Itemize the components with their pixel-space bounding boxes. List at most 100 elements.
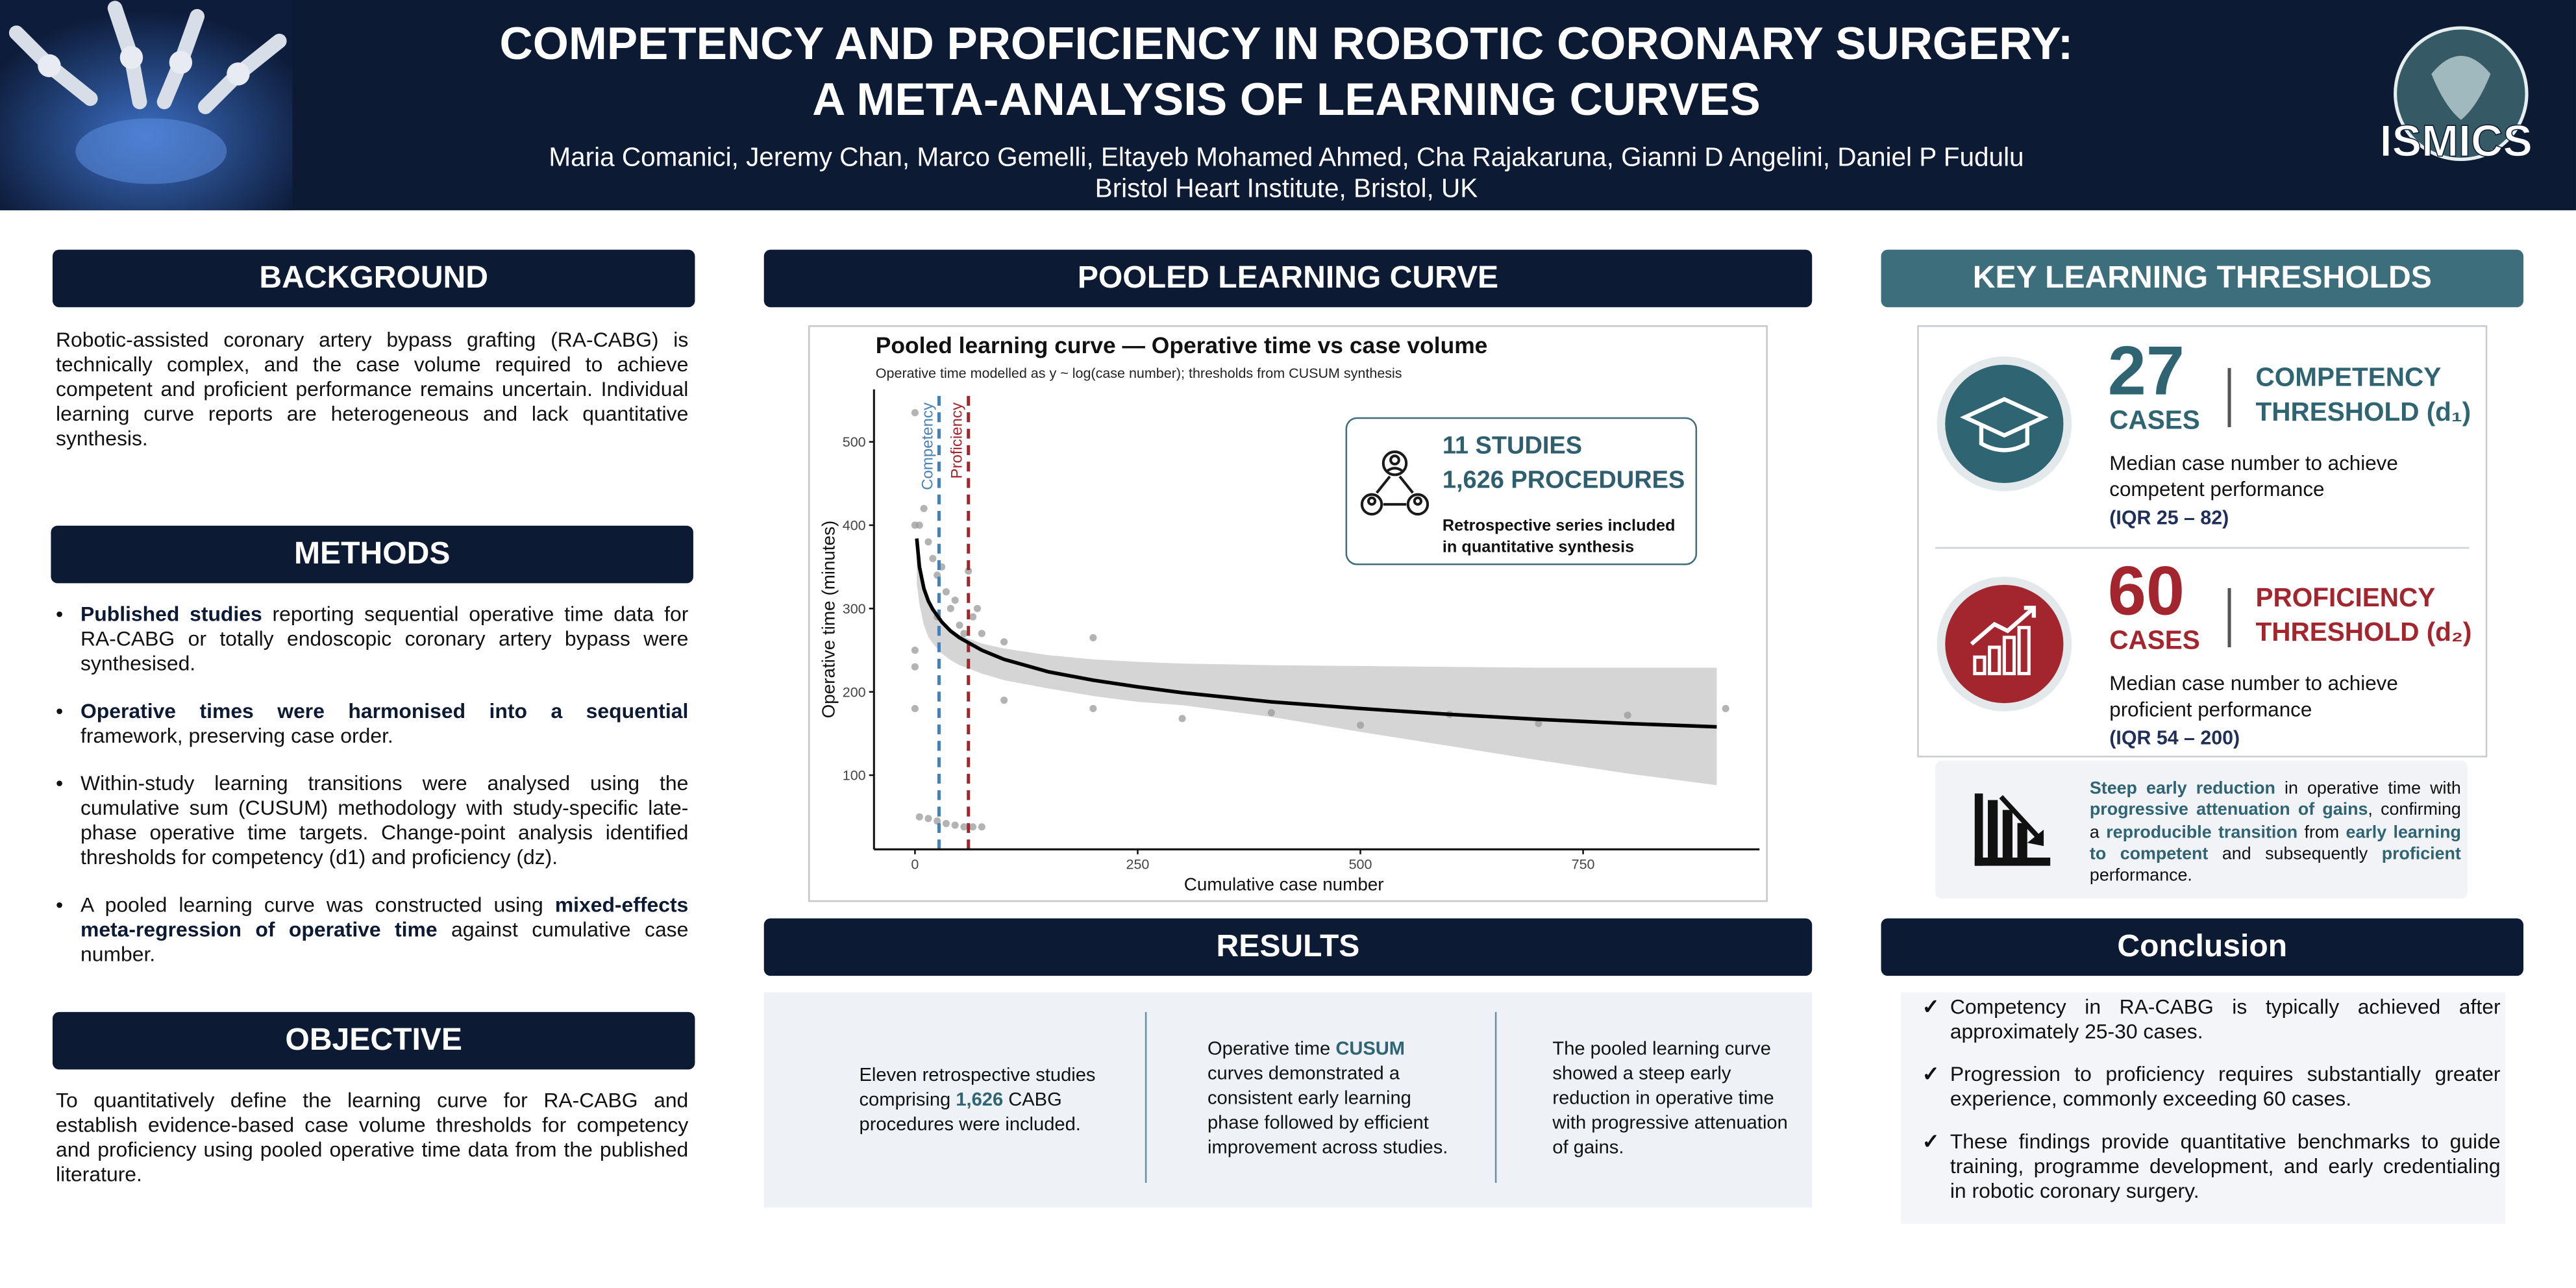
data-point [951,821,959,829]
data-point [934,817,941,825]
chart-subtitle: Operative time modelled as y ~ log(case … [876,365,1402,381]
y-tick-label: 400 [843,518,866,534]
methods-list: Published studies reporting sequential o… [53,603,688,991]
y-tick-label: 200 [843,684,866,700]
text-run: mixed-effects meta-regression of operati… [80,893,689,942]
section-heading: POOLED LEARNING CURVE [763,249,1813,308]
confidence-band [917,541,1717,786]
icon-bar [2017,626,2031,676]
header-image [0,0,293,210]
text-run: CUSUM [1335,1039,1406,1060]
threshold-label: Proficiency [948,402,966,479]
method-item: A pooled learning curve was constructed … [53,894,688,968]
threshold-icon [1937,576,2072,712]
text-run: proficient [2381,844,2461,864]
text-run: 1,626 [956,1091,1004,1111]
y-axis-label: Operative time (minutes) [819,521,839,719]
logo-text: ISMICS [2380,116,2533,166]
result-text: Operative time CUSUM curves demonstrated… [1208,1038,1454,1161]
result-text: The pooled learning curve showed a steep… [1552,1038,1802,1161]
text-run: CABG procedures were included. [859,1091,1081,1135]
text-run: from [2297,822,2346,843]
data-point [969,613,977,621]
data-point [973,604,982,612]
text-run: reporting sequential operative time data… [80,602,689,676]
text-run: framework, preserving case order. [80,724,393,748]
x-axis-label: Cumulative case number [1184,874,1384,895]
chart-title: Pooled learning curve — Operative time v… [876,332,1488,358]
annotation-title: 11 STUDIES 1,626 PROCEDURES [1443,428,1685,497]
y-tick-label: 100 [843,768,866,784]
x-tick-label: 500 [1349,857,1372,873]
text-run: Eleven retrospective studies comprising [859,1066,1096,1111]
objective-text: To quantitatively define the learning cu… [56,1089,689,1187]
x-tick-label: 0 [911,857,919,873]
text-run: curves demonstrated a consistent early l… [1207,1064,1448,1159]
data-point [911,663,919,671]
divider [1935,547,2470,549]
cap [1960,397,2049,438]
divider [2227,367,2231,427]
text-run: Operative times were harmonised into a s… [80,700,689,723]
y-tick-label: 300 [843,601,866,617]
section-heading: METHODS [51,525,693,584]
title-line: COMPETENCY AND PROFICIENCY IN ROBOTIC CO… [499,18,2074,69]
result-text: Eleven retrospective studies comprising … [860,1065,1106,1139]
data-point [1089,704,1097,712]
fitted-curve [915,538,1717,729]
icon-arrow [1970,606,2037,646]
text-run: reproducible transition [2106,822,2298,843]
threshold-iqr: (IQR 25 – 82) [2109,506,2229,529]
people-icon [1360,450,1430,516]
data-point [1356,721,1365,729]
threshold-number: 60 [2107,552,2185,630]
logo: ISMICS [2379,26,2533,166]
x-tick-label: 250 [1126,857,1150,873]
divider [1494,1011,1497,1183]
method-item: Within-study learning transitions were a… [53,772,688,871]
data-point [960,630,968,638]
divider [1145,1011,1147,1183]
data-point [951,596,959,604]
chart-annotation: 11 STUDIES 1,626 PROCEDURES Retrospectiv… [1345,417,1698,565]
conclusion-list: Competency in RA-CABG is typically achie… [1922,996,2501,1222]
conclusion-item: Progression to proficiency requires subs… [1922,1063,2501,1112]
results-panel [763,992,1813,1208]
text-run: , confirming a [2089,800,2461,843]
data-point [1000,638,1008,646]
text-run: and subsequently [2208,844,2382,864]
conclusion-item: Competency in RA-CABG is typically achie… [1922,996,2501,1045]
data-point [960,823,968,831]
authors-block: Maria Comanici, Jeremy Chan, Marco Gemel… [296,143,2277,205]
data-point [929,554,937,562]
data-point [969,823,977,831]
header-band [0,0,2576,210]
data-point [942,588,950,596]
threshold-unit: CASES [2109,407,2200,436]
text-run: early learning to competent [2089,822,2461,864]
text-run: Operative time [1207,1039,1336,1060]
icon-bar [2002,636,2016,676]
text-run: performance. [2089,866,2192,886]
background-text: Robotic-assisted coronary artery bypass … [56,328,689,451]
decline-icon [1974,793,2051,866]
threshold-label: Competency [919,402,936,490]
data-point [911,409,919,417]
data-point [1624,712,1631,719]
title: COMPETENCY AND PROFICIENCY IN ROBOTIC CO… [296,16,2277,128]
title-line: A META-ANALYSIS OF LEARNING CURVES [812,73,1761,125]
annotation-line: 11 STUDIES [1442,432,1583,460]
section-heading: Conclusion [1881,918,2524,976]
data-point [978,823,985,831]
conclusion-item: These findings provide quantitative benc… [1922,1130,2501,1204]
section-heading: OBJECTIVE [52,1011,695,1070]
text-run: Published studies [80,602,262,626]
data-point [911,646,919,654]
icon-bar [1988,645,2001,676]
method-item: Operative times were harmonised into a s… [53,700,688,749]
threshold-icon [1937,356,2072,491]
text-run: Within-study learning transitions were a… [80,772,689,869]
threshold-label: THRESHOLD (d₁) [2255,399,2471,427]
data-point [1722,704,1729,712]
data-point [956,621,963,629]
